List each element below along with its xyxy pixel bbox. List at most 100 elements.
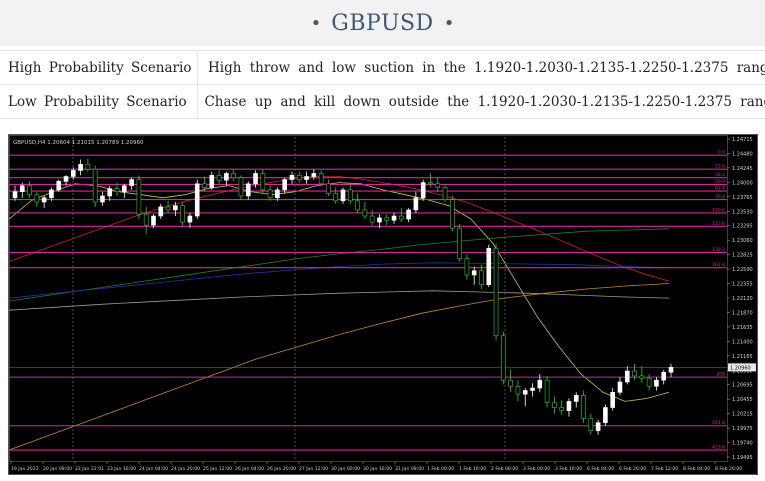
price-tick-label: 1.20455 (732, 397, 753, 403)
candle-body (224, 173, 229, 181)
price-chart: 0.0 23.6 38.2 50.0 61.8 76.4 100.0 123.6 138.2 16… (8, 134, 758, 475)
candle-body (122, 185, 127, 193)
price-tick-label: 1.23530 (732, 209, 753, 215)
candle-body (639, 375, 645, 379)
candle-body (530, 387, 535, 391)
candle-body (173, 205, 178, 211)
candle-body (216, 174, 222, 181)
time-tick-label: 22 Jan 22:01 (75, 466, 104, 472)
candle-body (340, 189, 346, 202)
scenario-label: Low Probability Scenario (0, 84, 199, 119)
candle-body (632, 370, 637, 377)
price-tick-label: 1.19740 (732, 441, 753, 447)
candle-body (311, 173, 317, 177)
candle-body (435, 183, 441, 188)
scenario-row-high: High Probability Scenario High throw and… (0, 50, 765, 85)
candle-body (114, 188, 120, 193)
candle-body (442, 187, 448, 200)
candle-body (326, 183, 331, 194)
page-title: GBPUSD (331, 10, 434, 36)
candle-body (289, 174, 295, 180)
time-tick-label: 30 Jan 16:00 (363, 466, 392, 472)
symbol-label: GBPUSD,H4 1.20604 1.21015 1.20789 1.2096… (13, 140, 144, 146)
candle-body (544, 379, 550, 403)
candle-body (129, 179, 134, 186)
candle-body (464, 258, 470, 276)
candle-body (479, 270, 484, 286)
candle-body (471, 270, 477, 276)
candle-body (194, 183, 200, 217)
time-tick-label: 24 Jan 20:00 (171, 466, 200, 472)
price-tick-label: 1.22120 (732, 296, 753, 302)
candle-body (457, 227, 462, 259)
candle-body (260, 173, 266, 191)
fib-level-label: 0.0 (718, 150, 725, 156)
candle-body (158, 206, 164, 217)
time-tick-label: 7 Feb 12:00 (651, 466, 678, 472)
time-axis: 19 Jan 2023 20 Jan 08:00 22 Jan 22:01 23 Ja… (10, 461, 742, 472)
price-tick-label: 1.23060 (732, 238, 753, 244)
candle-body (63, 176, 69, 182)
candle-body (566, 401, 572, 411)
time-tick-label: 8 Feb 04:00 (683, 466, 710, 472)
time-tick-label: 23 Jan 16:00 (107, 466, 136, 472)
candle-body (493, 247, 499, 337)
candle-body (595, 422, 601, 431)
price-tick-label: 1.22825 (732, 253, 753, 259)
candle-body (384, 217, 390, 221)
fib-level-label: 161.8 (712, 262, 725, 268)
fibonacci-levels: 0.0 23.6 38.250.061.8 76.4 100.0 123.6 138.2 16… (9, 150, 727, 451)
time-tick-label: 19 Jan 2023 (11, 466, 39, 472)
time-tick-label: 6 Feb 04:00 (587, 466, 614, 472)
candle-body (654, 379, 659, 387)
scenario-row-low: Low Probability Scenario Chase up and ki… (0, 84, 765, 119)
candle-body (559, 407, 564, 411)
candle-body (85, 164, 91, 170)
moving-average-line (9, 290, 670, 311)
price-tick-label: 1.19975 (732, 426, 753, 432)
candle-body (610, 392, 615, 408)
time-tick-label: 24 Jan 04:00 (139, 466, 168, 472)
current-price-label: 1.20960 (730, 365, 751, 371)
candle-body (238, 177, 244, 197)
price-tick-label: 1.21870 (732, 310, 753, 316)
candle-body (296, 174, 302, 180)
fib-level-label: 200 (716, 372, 725, 378)
time-tick-label: 26 Jan 04:00 (235, 466, 264, 472)
candle-body (377, 217, 382, 223)
time-tick-label: 26 Jan 20:00 (267, 466, 296, 472)
candle-body (420, 182, 426, 199)
candle-body (143, 213, 149, 226)
time-tick-label: 3 Feb 00:00 (523, 466, 550, 472)
price-tick-label: 1.23765 (732, 195, 753, 201)
candle-body (428, 182, 433, 185)
candles (12, 158, 674, 435)
candle-body (486, 247, 492, 286)
candle-body (668, 367, 674, 373)
candle-body (355, 200, 360, 211)
price-tick-label: 1.21165 (732, 354, 753, 360)
candle-body (406, 209, 411, 220)
moving-average-line (9, 176, 670, 282)
chart-svg: 0.0 23.6 38.250.061.8 76.4 100.0 123.6 138.2 16… (9, 135, 756, 472)
price-tick-label: 1.24000 (732, 180, 753, 186)
candle-body (245, 183, 251, 197)
price-tick-label: 1.20695 (732, 383, 753, 389)
candle-body (107, 188, 113, 197)
candle-body (413, 197, 419, 211)
candle-body (92, 168, 98, 203)
current-price-badge (728, 363, 756, 372)
scenario-value: Chase up and kill down outside the 1.192… (197, 84, 765, 119)
candle-body (180, 205, 185, 223)
candle-body (151, 215, 156, 226)
price-tick-label: 1.22355 (732, 282, 753, 288)
candle-body (362, 209, 368, 217)
moving-average-line (9, 262, 670, 299)
fib-level-label: 38.2 (715, 172, 725, 178)
price-tick-label: 1.19495 (732, 455, 753, 461)
price-tick-label: 1.24715 (732, 137, 753, 143)
candle-body (661, 371, 667, 381)
price-axis: 1.24715 1.24480 1.24245 1.24000 1.23765 1.235… (727, 137, 756, 461)
plot-frame (9, 135, 728, 462)
candle-body (450, 199, 455, 229)
